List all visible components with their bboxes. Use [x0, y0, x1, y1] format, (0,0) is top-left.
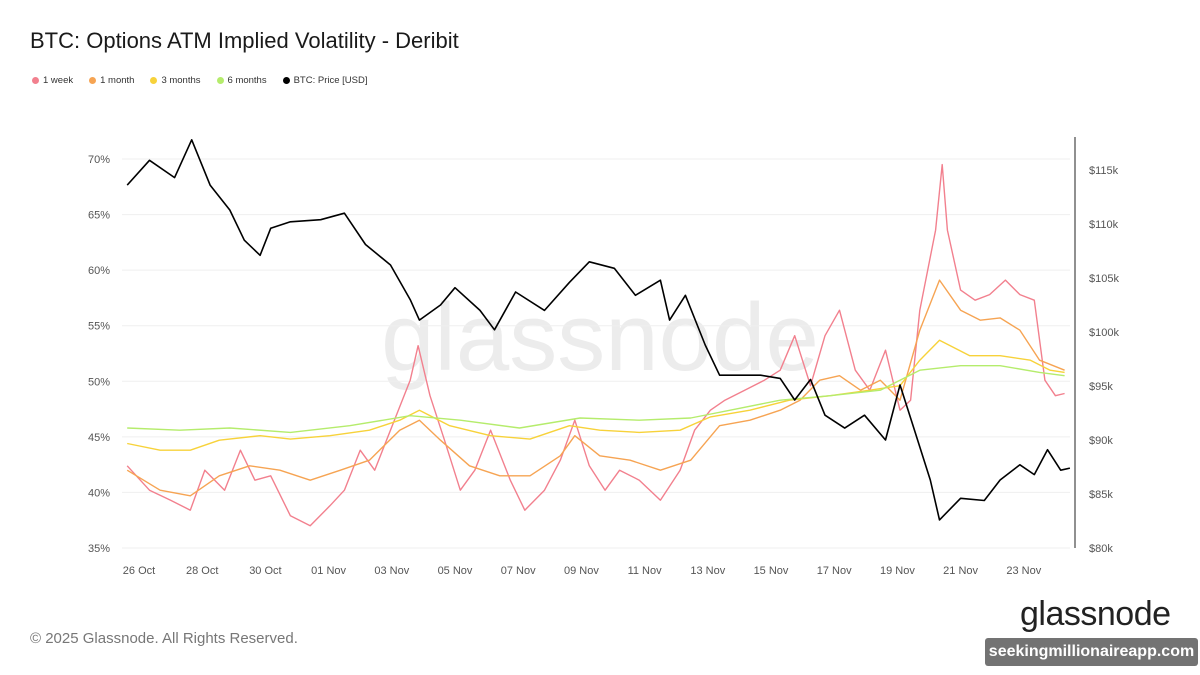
x-tick-label: 23 Nov	[1006, 565, 1041, 577]
series-line-btc-price-usd	[126, 139, 1071, 521]
copyright: © 2025 Glassnode. All Rights Reserved.	[30, 630, 298, 647]
legend-item-1-week[interactable]: 1 week	[32, 75, 73, 86]
legend-label: 3 months	[161, 75, 201, 86]
x-tick-label: 21 Nov	[943, 565, 978, 577]
glassnode-logo: glassnode	[1020, 595, 1171, 633]
y-left-tick-label: 65%	[88, 210, 110, 222]
legend-label: BTC: Price [USD]	[293, 75, 368, 86]
legend-item-3-months[interactable]: 3 months	[150, 75, 201, 86]
glassnode-watermark: glassnode	[381, 284, 819, 391]
series-line-6-months	[127, 365, 1065, 434]
y-right-tick-label: $95k	[1089, 381, 1113, 393]
y-right-tick-label: $110k	[1089, 219, 1119, 231]
x-tick-label: 09 Nov	[564, 565, 599, 577]
y-left-tick-label: 60%	[88, 265, 110, 277]
x-tick-label: 17 Nov	[817, 565, 852, 577]
legend-item-btc-price[interactable]: BTC: Price [USD]	[282, 75, 368, 86]
legend-item-1-month[interactable]: 1 month	[89, 75, 134, 86]
x-tick-label: 28 Oct	[186, 565, 218, 577]
legend-label: 1 month	[100, 75, 135, 86]
y-left-tick-label: 50%	[88, 376, 110, 388]
x-tick-label: 01 Nov	[311, 565, 346, 577]
x-tick-label: 07 Nov	[501, 565, 536, 577]
y-left-tick-label: 70%	[88, 154, 110, 166]
y-left-tick-label: 45%	[88, 432, 110, 444]
x-tick-label: 26 Oct	[123, 565, 155, 577]
legend-label: 1 week	[43, 75, 74, 86]
x-tick-label: 13 Nov	[690, 565, 725, 577]
legend-dot	[216, 77, 224, 84]
y-left-tick-label: 35%	[88, 543, 110, 555]
x-tick-label: 11 Nov	[628, 565, 663, 577]
legend-dot	[150, 77, 158, 84]
legend: 1 week 1 month 3 months 6 months BTC: Pr…	[32, 75, 368, 86]
x-tick-label: 30 Oct	[249, 565, 281, 577]
legend-item-6-months[interactable]: 6 months	[216, 75, 267, 86]
y-left-tick-label: 55%	[88, 321, 110, 333]
series-line-1-week	[126, 163, 1065, 527]
legend-dot	[282, 77, 290, 84]
series-line-1-month	[126, 279, 1065, 497]
overlay-watermark: seekingmillionaireapp.com	[985, 638, 1198, 666]
x-tick-label: 05 Nov	[438, 565, 473, 577]
legend-label: 6 months	[227, 75, 267, 86]
chart-title: BTC: Options ATM Implied Volatility - De…	[30, 28, 459, 53]
legend-dot	[89, 77, 97, 84]
legend-dot	[32, 77, 39, 84]
y-right-tick-label: $100k	[1089, 327, 1119, 339]
series-line-3-months	[127, 339, 1065, 451]
y-left-tick-label: 40%	[88, 487, 110, 499]
y-right-tick-label: $115k	[1089, 165, 1119, 177]
x-tick-label: 03 Nov	[374, 565, 409, 577]
y-right-tick-label: $85k	[1089, 489, 1113, 501]
x-tick-label: 15 Nov	[754, 565, 789, 577]
y-right-tick-label: $90k	[1089, 435, 1113, 447]
y-right-tick-label: $80k	[1089, 543, 1113, 555]
y-right-tick-label: $105k	[1089, 273, 1119, 285]
x-tick-label: 19 Nov	[880, 565, 915, 577]
